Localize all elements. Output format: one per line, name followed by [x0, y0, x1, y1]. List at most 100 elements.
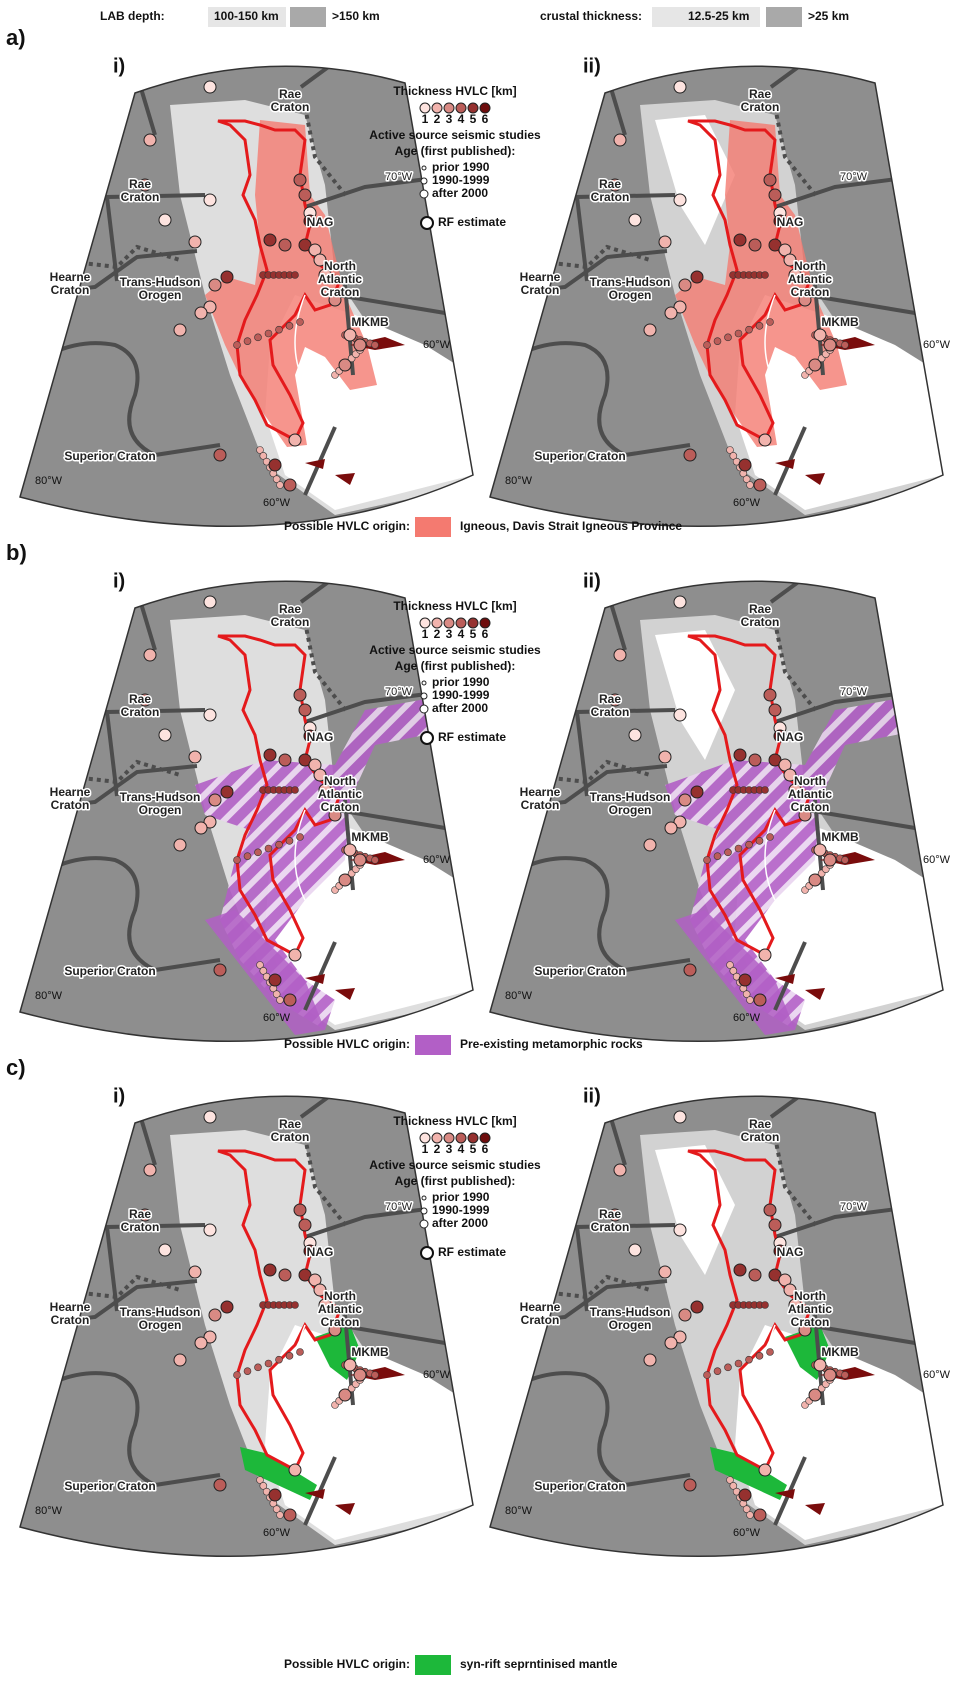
- key-age-symbol: [422, 1196, 426, 1200]
- station: [204, 596, 216, 608]
- station: [221, 271, 233, 283]
- longitude-label: 70°W: [385, 686, 413, 698]
- profile-point: [767, 319, 774, 326]
- station: [679, 1309, 691, 1321]
- key-scale: 2: [434, 112, 441, 126]
- station: [144, 649, 156, 661]
- profile-point: [244, 1368, 251, 1375]
- key-rf-symbol: [421, 732, 433, 744]
- station: [824, 339, 836, 351]
- region-label: North: [324, 259, 356, 273]
- profile-point: [842, 857, 849, 864]
- region-label: Superior Craton: [64, 449, 155, 463]
- lab-item: >150 km: [332, 9, 380, 23]
- profile-point: [762, 1302, 769, 1309]
- station: [674, 194, 686, 206]
- region-label: Rae: [279, 1117, 301, 1131]
- key-scale: 6: [482, 627, 489, 641]
- region-label: NAG: [307, 215, 334, 229]
- station: [221, 1301, 233, 1313]
- key-age-title: Age (first published):: [395, 1174, 516, 1188]
- origin-text: syn-rift seprntinised mantle: [460, 1657, 618, 1671]
- station: [679, 794, 691, 806]
- station: [644, 839, 656, 851]
- station: [294, 174, 306, 186]
- key-rf-symbol: [421, 1247, 433, 1259]
- region-label: Craton: [321, 1315, 360, 1329]
- station: [269, 1489, 281, 1501]
- station: [614, 134, 626, 146]
- profile-point: [292, 272, 299, 279]
- station: [629, 1244, 641, 1256]
- station: [759, 1464, 771, 1476]
- station: [809, 874, 821, 886]
- profile-point: [234, 342, 241, 349]
- station: [665, 822, 677, 834]
- panel-label: i): [113, 55, 125, 77]
- station: [769, 704, 781, 716]
- longitude-label: 70°W: [385, 171, 413, 183]
- station: [279, 1269, 291, 1281]
- longitude-label: 60°W: [263, 1527, 291, 1539]
- station: [734, 234, 746, 246]
- map-panel: i)RaeCratonRaeCratonNAGNorthAtlanticCrat…: [10, 55, 473, 526]
- region-label: Rae: [599, 692, 621, 706]
- key-age-symbol: [421, 693, 427, 699]
- station: [144, 1104, 156, 1116]
- station: [189, 751, 201, 763]
- profile-point: [725, 849, 732, 856]
- station: [264, 749, 276, 761]
- station: [659, 236, 671, 248]
- station: [749, 1269, 761, 1281]
- longitude-label: 60°W: [733, 1012, 761, 1024]
- station: [691, 1301, 703, 1313]
- profile-point: [704, 1372, 711, 1379]
- region-label: Rae: [749, 602, 771, 616]
- longitude-label: 60°W: [423, 339, 451, 351]
- station: [684, 449, 696, 461]
- station: [679, 279, 691, 291]
- station: [339, 874, 351, 886]
- station: [279, 754, 291, 766]
- key-scale: 4: [458, 1142, 465, 1156]
- station: [814, 329, 826, 341]
- station: [195, 307, 207, 319]
- profile-point: [292, 1302, 299, 1309]
- panel-label: ii): [583, 570, 601, 592]
- region-label: NAG: [777, 1245, 804, 1259]
- key-active: Active source seismic studies: [369, 128, 541, 142]
- station: [221, 786, 233, 798]
- profile-point: [244, 338, 251, 345]
- profile-point: [297, 319, 304, 326]
- profile-point: [704, 857, 711, 864]
- profile-point: [265, 330, 272, 337]
- profile-point: [756, 837, 763, 844]
- region-label: MKMB: [351, 315, 389, 329]
- station: [195, 1337, 207, 1349]
- station: [814, 1359, 826, 1371]
- profile-point: [292, 787, 299, 794]
- region-label: North: [794, 259, 826, 273]
- profile-point: [277, 1512, 284, 1519]
- map-panel: i)RaeCratonRaeCratonNAGNorthAtlanticCrat…: [10, 570, 475, 1041]
- station: [289, 949, 301, 961]
- crust-item: 12.5-25 km: [688, 9, 749, 23]
- station: [629, 729, 641, 741]
- station: [764, 174, 776, 186]
- key-age-title: Age (first published):: [395, 659, 516, 673]
- region-label: MKMB: [821, 315, 859, 329]
- key-active: Active source seismic studies: [369, 643, 541, 657]
- station: [674, 596, 686, 608]
- region-label: Orogen: [609, 288, 652, 302]
- region-label: Atlantic: [788, 1302, 832, 1316]
- station: [629, 214, 641, 226]
- key-age-title: Age (first published):: [395, 144, 516, 158]
- region-label: Rae: [279, 87, 301, 101]
- key-age-symbol: [420, 705, 428, 713]
- station: [214, 1479, 226, 1491]
- panel-label: ii): [583, 1085, 601, 1107]
- lab-item: 100-150 km: [214, 9, 279, 23]
- map-panel: ii)RaeCratonRaeCratonNAGNorthAtlanticCra…: [480, 570, 951, 1041]
- region-label: North: [794, 1289, 826, 1303]
- region-label: North: [794, 774, 826, 788]
